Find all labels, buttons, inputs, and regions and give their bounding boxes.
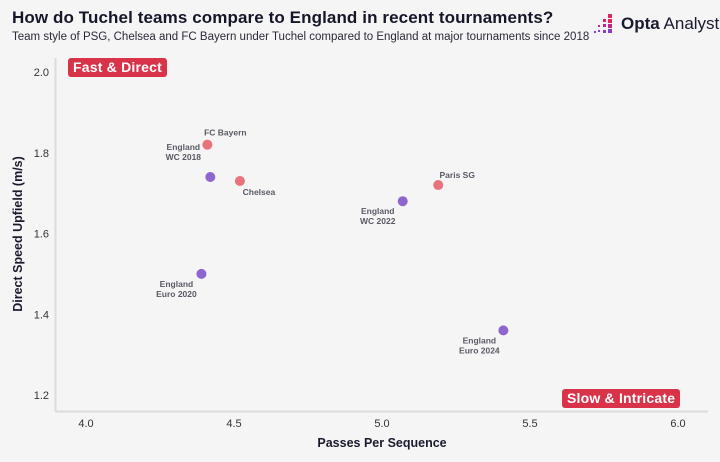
data-point: Paris SG bbox=[433, 170, 476, 191]
x-axis-title: Passes Per Sequence bbox=[317, 436, 446, 450]
opta-analyst-logo: Opta Analyst bbox=[594, 14, 719, 34]
quadrant-label-fast-direct: Fast & Direct bbox=[68, 58, 167, 77]
point-label: England bbox=[361, 206, 395, 216]
chart-title: How do Tuchel teams compare to England i… bbox=[12, 8, 554, 27]
y-axis-title: Direct Speed Upfield (m/s) bbox=[11, 156, 25, 312]
point-label: Euro 2020 bbox=[156, 289, 197, 299]
x-tick-label: 4.0 bbox=[78, 418, 93, 430]
data-point: FC Bayern bbox=[202, 128, 247, 150]
scatter-point bbox=[498, 325, 509, 336]
x-tick-label: 5.5 bbox=[522, 418, 537, 430]
scatter-point bbox=[196, 268, 207, 279]
point-label: England bbox=[160, 279, 194, 289]
data-point: Chelsea bbox=[234, 176, 276, 197]
x-tick-label: 4.5 bbox=[226, 418, 241, 430]
y-tick-label: 1.6 bbox=[34, 229, 49, 241]
point-label: Euro 2024 bbox=[459, 345, 500, 355]
point-label: England bbox=[463, 335, 497, 345]
scatter-point bbox=[234, 176, 245, 187]
opta-logo-icon bbox=[594, 14, 618, 34]
logo-text: Opta Analyst bbox=[621, 14, 720, 33]
point-label: Paris SG bbox=[440, 170, 476, 180]
quadrant-label-slow-intricate: Slow & Intricate bbox=[562, 389, 681, 408]
point-label: WC 2022 bbox=[360, 216, 396, 226]
x-tick-label: 6.0 bbox=[670, 418, 685, 430]
scatter-point bbox=[202, 139, 213, 150]
point-label: FC Bayern bbox=[204, 128, 247, 138]
point-label: WC 2018 bbox=[166, 152, 202, 162]
y-tick-label: 1.2 bbox=[34, 390, 49, 402]
y-tick-label: 1.4 bbox=[34, 309, 49, 321]
scatter-point bbox=[397, 196, 408, 207]
x-tick-label: 5.0 bbox=[374, 418, 389, 430]
scatter-point bbox=[205, 171, 216, 182]
y-tick-label: 1.8 bbox=[34, 148, 49, 160]
chart-subtitle: Team style of PSG, Chelsea and FC Bayern… bbox=[12, 31, 590, 43]
point-label: England bbox=[167, 142, 201, 152]
scatter-point bbox=[433, 180, 444, 191]
point-label: Chelsea bbox=[243, 187, 276, 197]
y-tick-label: 2.0 bbox=[34, 67, 49, 79]
